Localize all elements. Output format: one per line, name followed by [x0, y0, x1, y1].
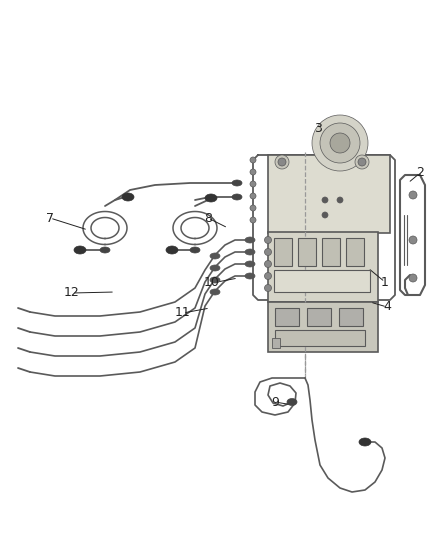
Text: 3: 3 — [314, 122, 322, 134]
Bar — [268, 155, 390, 233]
Ellipse shape — [210, 253, 220, 259]
Circle shape — [250, 193, 256, 199]
Circle shape — [250, 157, 256, 163]
Circle shape — [322, 197, 328, 203]
Circle shape — [265, 272, 272, 279]
Circle shape — [358, 158, 366, 166]
Circle shape — [409, 274, 417, 282]
Text: 11: 11 — [175, 306, 191, 319]
Bar — [339, 308, 363, 326]
Circle shape — [312, 115, 368, 171]
Bar — [268, 232, 378, 302]
Circle shape — [278, 158, 286, 166]
Bar — [268, 302, 378, 352]
Circle shape — [355, 155, 369, 169]
Text: 12: 12 — [64, 287, 80, 300]
Circle shape — [409, 236, 417, 244]
Bar — [275, 330, 365, 346]
Circle shape — [265, 248, 272, 255]
Text: 8: 8 — [204, 212, 212, 224]
Circle shape — [250, 217, 256, 223]
Ellipse shape — [210, 265, 220, 271]
Ellipse shape — [359, 438, 371, 446]
Ellipse shape — [245, 273, 255, 279]
Circle shape — [265, 261, 272, 268]
Circle shape — [409, 191, 417, 199]
Bar — [274, 270, 370, 292]
Ellipse shape — [210, 289, 220, 295]
Circle shape — [330, 133, 350, 153]
Bar — [346, 238, 364, 266]
Bar — [275, 308, 299, 326]
Bar — [274, 238, 292, 266]
Ellipse shape — [74, 246, 86, 254]
Ellipse shape — [245, 237, 255, 243]
Circle shape — [250, 205, 256, 211]
Circle shape — [320, 123, 360, 163]
Circle shape — [250, 169, 256, 175]
Bar — [322, 238, 340, 266]
Circle shape — [337, 197, 343, 203]
Circle shape — [265, 285, 272, 292]
Circle shape — [275, 155, 289, 169]
Circle shape — [265, 237, 272, 244]
Ellipse shape — [122, 193, 134, 201]
Text: 1: 1 — [381, 276, 389, 288]
Ellipse shape — [166, 246, 178, 254]
Ellipse shape — [100, 247, 110, 253]
Bar — [298, 238, 316, 266]
Ellipse shape — [205, 194, 217, 202]
Ellipse shape — [232, 194, 242, 200]
Text: 4: 4 — [383, 301, 391, 313]
Text: 7: 7 — [46, 212, 54, 224]
Ellipse shape — [245, 249, 255, 255]
Bar — [307, 308, 331, 326]
Text: 2: 2 — [416, 166, 424, 180]
Ellipse shape — [190, 247, 200, 253]
Bar — [272, 338, 280, 348]
Text: 10: 10 — [204, 277, 220, 289]
Ellipse shape — [245, 261, 255, 267]
Ellipse shape — [287, 399, 297, 406]
Circle shape — [322, 212, 328, 218]
Ellipse shape — [210, 277, 220, 283]
Text: 9: 9 — [271, 395, 279, 408]
Circle shape — [250, 181, 256, 187]
Ellipse shape — [232, 180, 242, 186]
